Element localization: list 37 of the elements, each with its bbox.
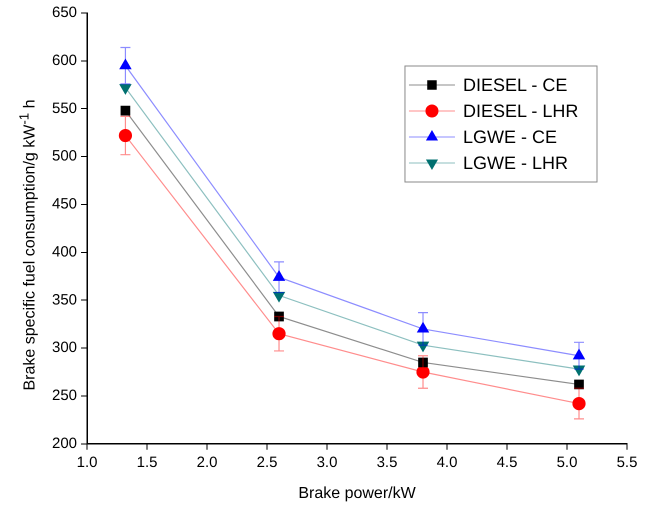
x-tick-label: 1.5 (136, 454, 158, 471)
legend-label: LGWE - CE (462, 126, 557, 147)
y-tick-label: 250 (52, 387, 78, 404)
y-tick-label: 400 (52, 243, 78, 260)
point (416, 365, 430, 379)
point (273, 270, 285, 281)
point (572, 396, 586, 410)
x-tick-label: 2.0 (196, 454, 218, 471)
point (120, 59, 132, 70)
legend-label: LGWE - LHR (462, 152, 568, 173)
y-tick-label: 600 (52, 52, 78, 70)
y-tick-label: 450 (52, 196, 78, 213)
legend-label: DIESEL - CE (462, 74, 568, 95)
x-tick-label: 3.0 (316, 454, 338, 471)
point (417, 322, 429, 333)
x-tick-label: 2.5 (256, 454, 278, 471)
x-tick-label: 5.5 (616, 454, 638, 471)
point (118, 128, 132, 142)
y-tick-label: 550 (52, 100, 78, 117)
x-tick-label: 5.0 (556, 454, 578, 471)
y-tick-label: 500 (52, 148, 78, 165)
y-tick-label: 350 (52, 291, 78, 308)
point (272, 327, 286, 340)
x-tick-label: 4.5 (496, 454, 518, 471)
x-tick-label: 3.5 (376, 454, 398, 471)
point (418, 358, 428, 368)
y-tick-label: 650 (52, 4, 78, 22)
y-tick-label: 300 (52, 339, 78, 356)
y-tick-label: 200 (52, 434, 78, 452)
legend-label: DIESEL - LHR (462, 100, 578, 121)
point (274, 312, 284, 322)
point (574, 380, 584, 390)
point (120, 106, 130, 116)
x-tick-label: 1.0 (76, 454, 98, 471)
point (573, 349, 585, 360)
x-tick-label: 4.0 (436, 454, 458, 471)
x-axis-title: Brake power/kW (298, 484, 417, 502)
